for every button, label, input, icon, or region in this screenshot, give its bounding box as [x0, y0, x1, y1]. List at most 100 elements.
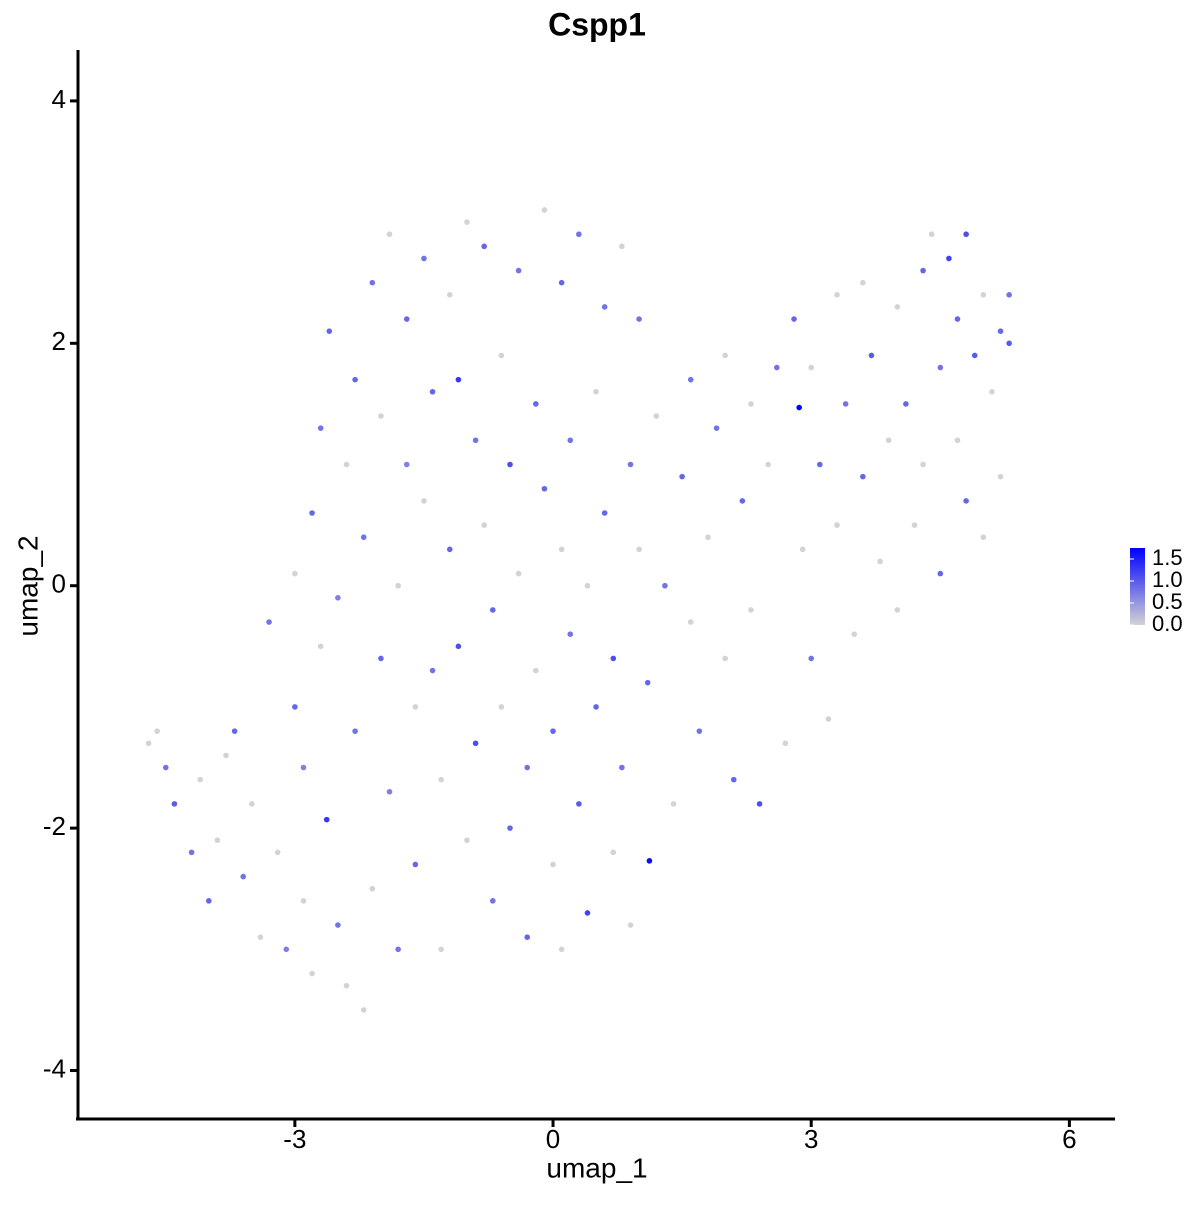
point: [937, 570, 944, 577]
point: [335, 595, 341, 601]
y-axis-label: umap_2: [12, 535, 43, 636]
point: [963, 498, 969, 504]
point: [877, 558, 883, 565]
point: [223, 752, 229, 759]
point: [550, 728, 556, 734]
point: [421, 498, 427, 504]
x-axis-label: umap_1: [546, 1152, 647, 1183]
point: [481, 243, 487, 250]
point: [266, 619, 272, 625]
point: [378, 655, 384, 662]
y-tick-label: -2: [43, 811, 66, 841]
point: [584, 582, 591, 589]
point: [240, 873, 247, 880]
point: [782, 740, 789, 747]
point: [438, 946, 444, 953]
point: [481, 522, 487, 528]
point: [911, 522, 918, 528]
point: [1006, 292, 1012, 298]
point: [610, 655, 617, 662]
point: [292, 570, 298, 577]
colorbar-tick-label: 1.5: [1152, 545, 1183, 570]
point: [395, 582, 401, 589]
point: [885, 437, 892, 444]
point: [360, 534, 367, 541]
point: [748, 401, 754, 407]
point: [515, 570, 522, 577]
point: [171, 801, 178, 807]
point: [490, 898, 496, 904]
point: [360, 1007, 367, 1013]
point: [352, 728, 358, 734]
point: [162, 764, 169, 771]
point: [739, 498, 746, 504]
point: [593, 704, 599, 710]
point: [980, 534, 987, 541]
point: [145, 740, 152, 747]
point: [963, 231, 969, 238]
point: [903, 401, 909, 407]
point: [971, 352, 978, 359]
y-tick-label: 2: [52, 326, 66, 356]
point: [352, 376, 358, 383]
point: [197, 776, 204, 783]
point: [796, 404, 802, 411]
point: [206, 898, 212, 904]
point: [817, 461, 823, 468]
point: [412, 861, 419, 868]
point: [646, 858, 653, 864]
point: [533, 401, 539, 407]
point: [309, 510, 315, 516]
point: [283, 946, 290, 953]
point: [619, 243, 625, 250]
point: [464, 837, 470, 844]
y-tick-label: -4: [43, 1053, 66, 1083]
point: [541, 207, 548, 213]
point: [317, 643, 324, 650]
point: [154, 728, 160, 734]
point: [343, 461, 350, 468]
point: [842, 401, 849, 407]
point: [558, 546, 565, 553]
point: [765, 461, 771, 468]
x-tick-label: 6: [1062, 1124, 1076, 1154]
point: [894, 607, 901, 613]
point: [472, 740, 479, 747]
point: [705, 534, 711, 541]
point: [335, 922, 341, 928]
point: [644, 679, 651, 686]
point: [791, 316, 797, 322]
point: [490, 607, 496, 613]
colorbar-tick-label: 1.0: [1152, 567, 1183, 592]
point: [558, 946, 565, 953]
point: [997, 328, 1004, 334]
point: [498, 352, 505, 359]
colorbar-tick-label: 0.5: [1152, 589, 1183, 614]
point: [989, 388, 995, 395]
point: [446, 546, 453, 553]
point: [679, 473, 685, 480]
point: [601, 510, 608, 516]
x-tick-label: 0: [546, 1124, 560, 1154]
point: [214, 837, 221, 844]
point: [446, 292, 453, 298]
point: [541, 485, 548, 492]
point: [834, 522, 840, 528]
point: [601, 304, 608, 310]
point: [748, 607, 754, 613]
point: [722, 655, 728, 662]
point: [378, 413, 384, 419]
point: [395, 946, 401, 953]
point: [438, 776, 444, 783]
point: [868, 352, 875, 359]
point: [369, 279, 376, 286]
point: [292, 704, 298, 710]
point: [507, 825, 513, 831]
point: [326, 328, 333, 334]
point: [317, 425, 324, 431]
point: [567, 437, 574, 444]
point: [429, 388, 436, 395]
point: [954, 437, 961, 444]
point: [954, 316, 961, 322]
